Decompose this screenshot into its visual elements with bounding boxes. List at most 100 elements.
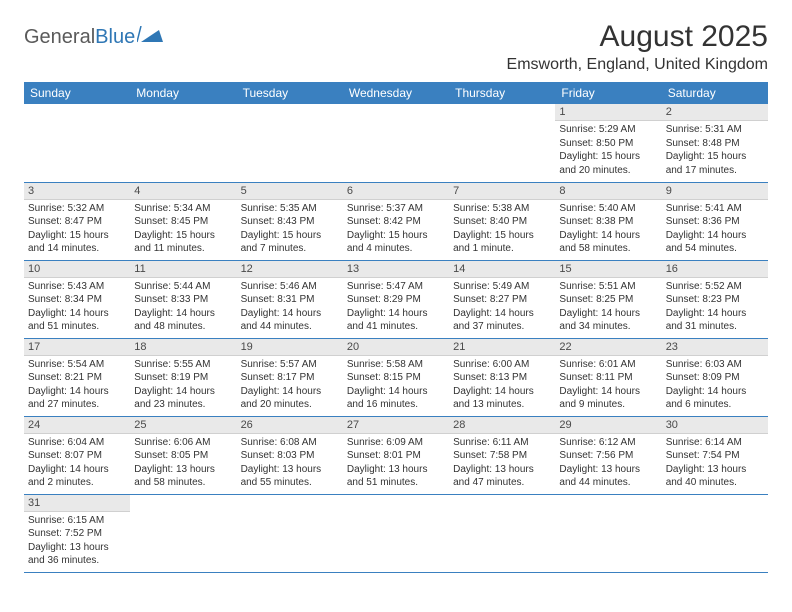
calendar-day-cell: 18Sunrise: 5:55 AMSunset: 8:19 PMDayligh…: [130, 338, 236, 416]
day-number: 23: [662, 339, 768, 356]
calendar-day-cell: 10Sunrise: 5:43 AMSunset: 8:34 PMDayligh…: [24, 260, 130, 338]
calendar-day-cell: [343, 104, 449, 182]
calendar-day-cell: 2Sunrise: 5:31 AMSunset: 8:48 PMDaylight…: [662, 104, 768, 182]
day-details: Sunrise: 6:01 AMSunset: 8:11 PMDaylight:…: [555, 356, 661, 416]
day-number: 17: [24, 339, 130, 356]
day-details: Sunrise: 6:06 AMSunset: 8:05 PMDaylight:…: [130, 434, 236, 494]
day-number: 24: [24, 417, 130, 434]
weekday-header: Thursday: [449, 82, 555, 104]
calendar-day-cell: 3Sunrise: 5:32 AMSunset: 8:47 PMDaylight…: [24, 182, 130, 260]
calendar-day-cell: [24, 104, 130, 182]
day-details: Sunrise: 5:35 AMSunset: 8:43 PMDaylight:…: [237, 200, 343, 260]
day-details: Sunrise: 5:34 AMSunset: 8:45 PMDaylight:…: [130, 200, 236, 260]
day-number: 29: [555, 417, 661, 434]
weekday-header: Saturday: [662, 82, 768, 104]
day-number: 14: [449, 261, 555, 278]
calendar-day-cell: 4Sunrise: 5:34 AMSunset: 8:45 PMDaylight…: [130, 182, 236, 260]
day-number: 21: [449, 339, 555, 356]
day-details: Sunrise: 5:51 AMSunset: 8:25 PMDaylight:…: [555, 278, 661, 338]
weekday-header: Friday: [555, 82, 661, 104]
day-details: Sunrise: 5:54 AMSunset: 8:21 PMDaylight:…: [24, 356, 130, 416]
day-number: 18: [130, 339, 236, 356]
calendar-day-cell: [130, 494, 236, 572]
calendar-day-cell: 16Sunrise: 5:52 AMSunset: 8:23 PMDayligh…: [662, 260, 768, 338]
day-number: 22: [555, 339, 661, 356]
day-number: 1: [555, 104, 661, 121]
calendar-day-cell: [130, 104, 236, 182]
weekday-header: Wednesday: [343, 82, 449, 104]
calendar-day-cell: 30Sunrise: 6:14 AMSunset: 7:54 PMDayligh…: [662, 416, 768, 494]
calendar-day-cell: 9Sunrise: 5:41 AMSunset: 8:36 PMDaylight…: [662, 182, 768, 260]
day-number: 19: [237, 339, 343, 356]
day-details: Sunrise: 5:47 AMSunset: 8:29 PMDaylight:…: [343, 278, 449, 338]
day-details: Sunrise: 5:52 AMSunset: 8:23 PMDaylight:…: [662, 278, 768, 338]
day-details: Sunrise: 5:57 AMSunset: 8:17 PMDaylight:…: [237, 356, 343, 416]
day-number: 11: [130, 261, 236, 278]
calendar-day-cell: 25Sunrise: 6:06 AMSunset: 8:05 PMDayligh…: [130, 416, 236, 494]
location: Emsworth, England, United Kingdom: [507, 56, 768, 74]
day-details: Sunrise: 6:08 AMSunset: 8:03 PMDaylight:…: [237, 434, 343, 494]
day-details: Sunrise: 5:37 AMSunset: 8:42 PMDaylight:…: [343, 200, 449, 260]
day-number: 9: [662, 183, 768, 200]
calendar-day-cell: 11Sunrise: 5:44 AMSunset: 8:33 PMDayligh…: [130, 260, 236, 338]
day-number: 8: [555, 183, 661, 200]
day-details: Sunrise: 6:03 AMSunset: 8:09 PMDaylight:…: [662, 356, 768, 416]
day-details: Sunrise: 5:55 AMSunset: 8:19 PMDaylight:…: [130, 356, 236, 416]
weekday-header: Sunday: [24, 82, 130, 104]
calendar-day-cell: [555, 494, 661, 572]
calendar-week-row: 3Sunrise: 5:32 AMSunset: 8:47 PMDaylight…: [24, 182, 768, 260]
calendar-week-row: 17Sunrise: 5:54 AMSunset: 8:21 PMDayligh…: [24, 338, 768, 416]
calendar-day-cell: [662, 494, 768, 572]
day-details: Sunrise: 5:46 AMSunset: 8:31 PMDaylight:…: [237, 278, 343, 338]
day-details: Sunrise: 5:38 AMSunset: 8:40 PMDaylight:…: [449, 200, 555, 260]
calendar-week-row: 31Sunrise: 6:15 AMSunset: 7:52 PMDayligh…: [24, 494, 768, 572]
calendar-table: SundayMondayTuesdayWednesdayThursdayFrid…: [24, 82, 768, 573]
calendar-day-cell: 17Sunrise: 5:54 AMSunset: 8:21 PMDayligh…: [24, 338, 130, 416]
calendar-day-cell: 15Sunrise: 5:51 AMSunset: 8:25 PMDayligh…: [555, 260, 661, 338]
calendar-day-cell: 1Sunrise: 5:29 AMSunset: 8:50 PMDaylight…: [555, 104, 661, 182]
calendar-day-cell: 20Sunrise: 5:58 AMSunset: 8:15 PMDayligh…: [343, 338, 449, 416]
calendar-day-cell: [449, 494, 555, 572]
calendar-day-cell: 24Sunrise: 6:04 AMSunset: 8:07 PMDayligh…: [24, 416, 130, 494]
day-number: 6: [343, 183, 449, 200]
calendar-week-row: 10Sunrise: 5:43 AMSunset: 8:34 PMDayligh…: [24, 260, 768, 338]
day-details: Sunrise: 5:41 AMSunset: 8:36 PMDaylight:…: [662, 200, 768, 260]
calendar-day-cell: 5Sunrise: 5:35 AMSunset: 8:43 PMDaylight…: [237, 182, 343, 260]
day-number: 27: [343, 417, 449, 434]
day-details: Sunrise: 6:14 AMSunset: 7:54 PMDaylight:…: [662, 434, 768, 494]
calendar-day-cell: 23Sunrise: 6:03 AMSunset: 8:09 PMDayligh…: [662, 338, 768, 416]
day-number: 15: [555, 261, 661, 278]
weekday-header-row: SundayMondayTuesdayWednesdayThursdayFrid…: [24, 82, 768, 104]
calendar-day-cell: 8Sunrise: 5:40 AMSunset: 8:38 PMDaylight…: [555, 182, 661, 260]
calendar-day-cell: 12Sunrise: 5:46 AMSunset: 8:31 PMDayligh…: [237, 260, 343, 338]
calendar-week-row: 1Sunrise: 5:29 AMSunset: 8:50 PMDaylight…: [24, 104, 768, 182]
calendar-day-cell: 19Sunrise: 5:57 AMSunset: 8:17 PMDayligh…: [237, 338, 343, 416]
day-details: Sunrise: 5:58 AMSunset: 8:15 PMDaylight:…: [343, 356, 449, 416]
day-number: 28: [449, 417, 555, 434]
calendar-day-cell: [237, 494, 343, 572]
title-block: August 2025 Emsworth, England, United Ki…: [507, 20, 768, 74]
day-details: Sunrise: 5:29 AMSunset: 8:50 PMDaylight:…: [555, 121, 661, 181]
logo-text-general: General: [24, 26, 95, 49]
day-number: 16: [662, 261, 768, 278]
day-number: 26: [237, 417, 343, 434]
calendar-day-cell: 14Sunrise: 5:49 AMSunset: 8:27 PMDayligh…: [449, 260, 555, 338]
calendar-day-cell: 26Sunrise: 6:08 AMSunset: 8:03 PMDayligh…: [237, 416, 343, 494]
calendar-day-cell: 27Sunrise: 6:09 AMSunset: 8:01 PMDayligh…: [343, 416, 449, 494]
day-details: Sunrise: 6:12 AMSunset: 7:56 PMDaylight:…: [555, 434, 661, 494]
calendar-day-cell: 31Sunrise: 6:15 AMSunset: 7:52 PMDayligh…: [24, 494, 130, 572]
calendar-day-cell: 22Sunrise: 6:01 AMSunset: 8:11 PMDayligh…: [555, 338, 661, 416]
day-details: Sunrise: 6:00 AMSunset: 8:13 PMDaylight:…: [449, 356, 555, 416]
day-number: 12: [237, 261, 343, 278]
calendar-day-cell: 21Sunrise: 6:00 AMSunset: 8:13 PMDayligh…: [449, 338, 555, 416]
calendar-day-cell: 6Sunrise: 5:37 AMSunset: 8:42 PMDaylight…: [343, 182, 449, 260]
day-number: 2: [662, 104, 768, 121]
day-details: Sunrise: 6:09 AMSunset: 8:01 PMDaylight:…: [343, 434, 449, 494]
day-number: 30: [662, 417, 768, 434]
calendar-day-cell: [237, 104, 343, 182]
day-number: 4: [130, 183, 236, 200]
logo: General Blue: [24, 26, 163, 49]
day-number: 20: [343, 339, 449, 356]
weekday-header: Tuesday: [237, 82, 343, 104]
flag-icon: [137, 26, 163, 49]
